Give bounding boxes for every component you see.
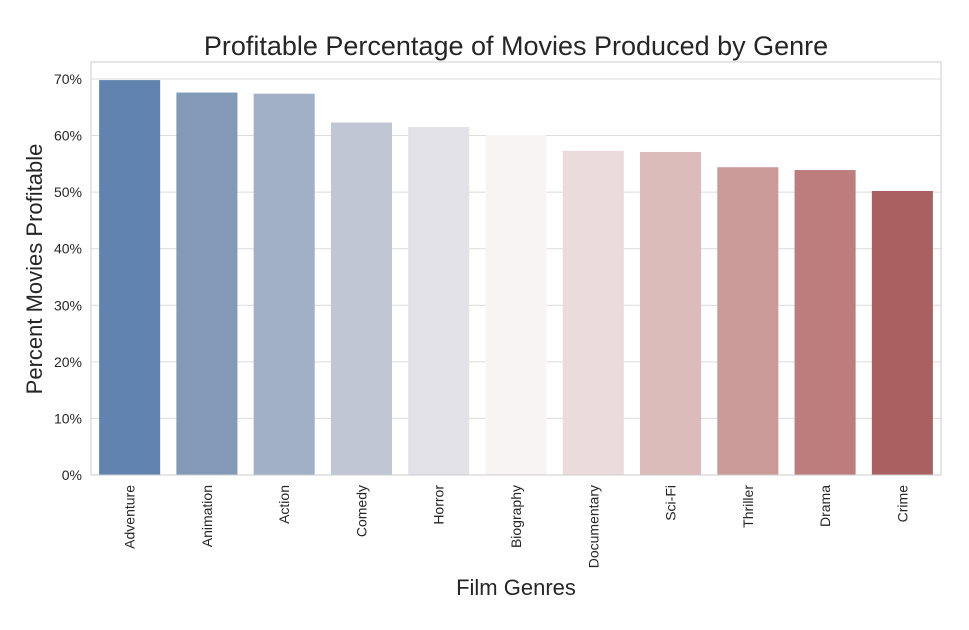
x-tick-label: Drama — [817, 485, 833, 527]
bar-drama — [794, 170, 856, 475]
chart-title: Profitable Percentage of Movies Produced… — [204, 31, 828, 61]
x-tick-labels: Adventure Animation Action Comedy Horror Biog… — [122, 485, 911, 569]
x-tick-label: Crime — [894, 485, 910, 523]
x-tick-label: Documentary — [585, 485, 601, 568]
bar-biography — [485, 134, 547, 476]
x-tick-label: Biography — [508, 485, 524, 548]
y-tick-label: 10% — [54, 410, 82, 426]
bar-action — [253, 93, 315, 475]
bar-thriller — [717, 167, 779, 475]
x-tick-label: Comedy — [353, 485, 369, 537]
y-tick-label: 70% — [54, 71, 82, 87]
x-tick-label: Action — [276, 485, 292, 524]
y-tick-label: 60% — [54, 128, 82, 144]
bar-documentary — [562, 150, 624, 475]
x-axis-label: Film Genres — [456, 575, 576, 600]
x-tick-label: Sci-Fi — [663, 485, 679, 521]
y-tick-labels: 0% 10% 20% 30% 40% 50% 60% 70% — [54, 71, 82, 483]
bar-comedy — [330, 122, 392, 475]
bar-sci-fi — [640, 151, 702, 476]
x-tick-label: Adventure — [122, 485, 138, 549]
bars — [99, 80, 933, 476]
x-tick-label: Animation — [199, 485, 215, 547]
bar-adventure — [99, 80, 161, 475]
y-tick-label: 20% — [54, 354, 82, 370]
bar-crime — [871, 190, 933, 476]
plot-frame — [90, 61, 942, 476]
bar-horror — [408, 127, 470, 475]
y-tick-label: 0% — [62, 467, 82, 483]
x-tick-label: Thriller — [740, 485, 756, 528]
y-axis-label: Percent Movies Profitable — [22, 144, 47, 395]
bar-animation — [176, 92, 238, 475]
y-tick-label: 40% — [54, 241, 82, 257]
y-tick-label: 30% — [54, 297, 82, 313]
y-tick-label: 50% — [54, 184, 82, 200]
x-tick-label: Horror — [431, 485, 447, 525]
